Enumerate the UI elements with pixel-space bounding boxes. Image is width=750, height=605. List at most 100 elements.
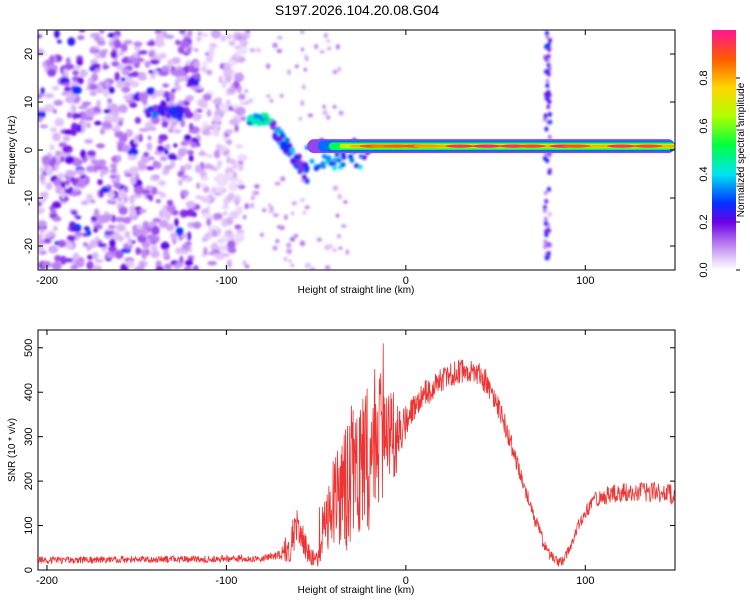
noise-blob <box>300 47 305 52</box>
noise-blob <box>83 226 90 232</box>
noise-blob <box>287 69 292 76</box>
spike-blob <box>545 78 550 84</box>
noise-blob <box>207 261 218 266</box>
descending-blob <box>349 157 355 163</box>
noise-blob <box>233 73 245 83</box>
spike-blob <box>547 211 552 217</box>
noise-blob <box>81 101 92 106</box>
noise-blob <box>38 107 48 112</box>
noise-blob <box>299 30 305 34</box>
noise-blob <box>120 77 126 82</box>
noise-blob <box>322 109 328 116</box>
noise-blob <box>275 238 280 244</box>
noise-blob <box>51 261 62 270</box>
band-blob <box>252 113 260 120</box>
noise-blob <box>212 128 220 137</box>
noise-blob <box>100 168 109 174</box>
noise-blob <box>131 71 139 78</box>
y-tick-label: 300 <box>23 427 35 445</box>
noise-blob <box>175 227 184 237</box>
noise-blob <box>284 214 288 221</box>
noise-blob <box>212 167 218 172</box>
noise-blob <box>60 181 66 189</box>
noise-blob <box>307 113 314 118</box>
spike-blob <box>544 255 549 261</box>
noise-blob <box>129 80 140 88</box>
noise-blob <box>160 100 166 108</box>
noise-blob <box>102 64 110 69</box>
noise-blob <box>76 58 83 66</box>
x-tick-label: -200 <box>36 275 58 287</box>
y-tick-label: 200 <box>23 472 35 490</box>
noise-blob <box>231 70 237 76</box>
noise-blob <box>207 225 213 233</box>
noise-blob <box>179 30 186 35</box>
noise-blob <box>70 130 77 136</box>
snr-frame <box>37 329 676 571</box>
noise-blob <box>153 90 161 98</box>
noise-blob <box>205 125 216 131</box>
noise-blob <box>277 36 283 40</box>
noise-blob <box>216 179 225 187</box>
noise-blob <box>67 37 76 46</box>
noise-blob <box>125 75 134 83</box>
spike-blob <box>543 113 548 119</box>
noise-blob <box>335 43 340 50</box>
noise-blob <box>167 59 173 69</box>
noise-blob <box>186 83 195 88</box>
noise-blob <box>229 158 236 165</box>
noise-blob <box>155 198 161 204</box>
noise-blob <box>148 50 154 58</box>
hot-spot <box>413 144 442 148</box>
noise-blob <box>65 180 71 185</box>
noise-blob <box>38 34 43 39</box>
noise-blob <box>71 210 77 215</box>
noise-blob <box>56 39 62 44</box>
noise-blob <box>228 182 238 192</box>
noise-blob <box>146 126 157 131</box>
noise-blob <box>340 224 347 228</box>
figure-title: S197.2026.104.20.08.G04 <box>275 2 439 18</box>
noise-blob <box>244 203 250 210</box>
noise-blob <box>183 176 191 183</box>
noise-blob <box>221 253 230 257</box>
noise-blob <box>235 143 244 149</box>
noise-blob <box>42 61 47 68</box>
noise-blob <box>185 200 196 209</box>
spike-blob <box>546 89 551 95</box>
noise-blob <box>338 110 344 116</box>
noise-blob <box>122 94 133 100</box>
noise-blob <box>148 69 154 74</box>
noise-blob <box>85 107 96 118</box>
noise-blob <box>302 84 306 90</box>
noise-blob <box>41 155 51 165</box>
noise-blob <box>332 105 337 109</box>
noise-blob <box>272 213 279 218</box>
noise-blob <box>225 139 233 145</box>
noise-blob <box>87 150 96 157</box>
noise-blob <box>115 173 121 183</box>
descending-blob <box>361 155 367 161</box>
noise-blob <box>113 39 122 49</box>
noise-blob <box>210 30 221 39</box>
noise-blob <box>91 251 99 260</box>
noise-blob <box>177 147 186 157</box>
noise-blob <box>151 70 160 75</box>
noise-blob <box>247 98 254 104</box>
noise-blob <box>125 128 133 138</box>
noise-blob <box>60 255 67 265</box>
noise-blob <box>288 259 292 264</box>
noise-blob <box>121 68 130 76</box>
noise-blob <box>279 225 285 231</box>
noise-blob <box>121 86 131 93</box>
noise-blob <box>173 143 178 148</box>
noise-blob <box>45 167 53 176</box>
noise-blob <box>200 32 209 38</box>
noise-blob <box>55 184 63 195</box>
noise-blob <box>170 123 175 131</box>
noise-blob <box>71 85 82 95</box>
noise-blob <box>169 155 178 161</box>
noise-blob <box>99 128 105 135</box>
noise-blob <box>228 171 234 179</box>
